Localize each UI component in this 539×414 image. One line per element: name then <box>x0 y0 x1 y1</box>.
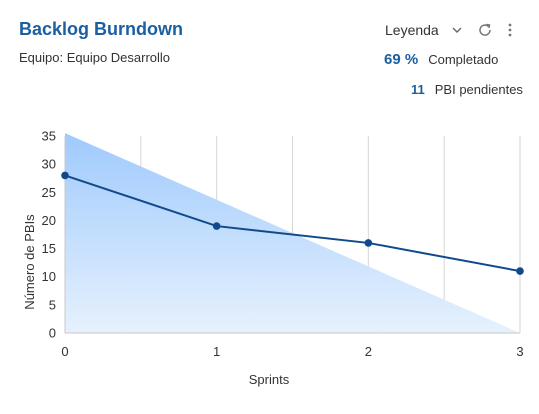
y-tick-label: 20 <box>42 213 56 228</box>
pending-stat: 11 PBI pendientes <box>411 82 523 97</box>
y-tick-label: 5 <box>49 297 56 312</box>
remaining-pbis-point <box>61 171 69 180</box>
refresh-icon[interactable] <box>477 22 493 38</box>
x-tick-label: 1 <box>213 344 220 359</box>
more-vertical-icon[interactable] <box>503 22 517 38</box>
y-tick-label: 10 <box>42 269 56 284</box>
remaining-pbis-line <box>64 174 521 273</box>
ideal-burndown-area <box>65 133 520 333</box>
y-tick-label: 25 <box>42 185 56 200</box>
remaining-pbis-point <box>364 239 373 247</box>
chevron-down-icon <box>452 27 462 33</box>
legend-dropdown[interactable]: Leyenda <box>385 22 463 38</box>
x-tick-label: 0 <box>61 344 68 359</box>
x-tick-label: 3 <box>516 344 523 359</box>
completed-value: 69 % <box>384 51 419 68</box>
chart-title: Backlog Burndown <box>19 19 184 39</box>
x-axis-label: Sprints <box>249 372 290 387</box>
team-subtitle: Equipo: Equipo Desarrollo <box>19 50 171 65</box>
y-tick-label: 0 <box>49 326 56 341</box>
remaining-pbis-point <box>516 267 524 275</box>
y-tick-label: 30 <box>42 157 56 172</box>
x-tick-label: 2 <box>365 344 372 359</box>
completed-stat: 69 % Completado <box>384 51 498 68</box>
remaining-pbis-point <box>212 222 221 230</box>
y-tick-label: 15 <box>42 241 56 256</box>
pending-value: 11 <box>411 82 425 97</box>
y-tick-label: 35 <box>42 129 56 144</box>
pending-label: PBI pendientes <box>434 82 523 97</box>
legend-label: Leyenda <box>385 22 439 38</box>
completed-label: Completado <box>428 52 499 67</box>
y-axis-label: Número de PBIs <box>22 214 37 310</box>
